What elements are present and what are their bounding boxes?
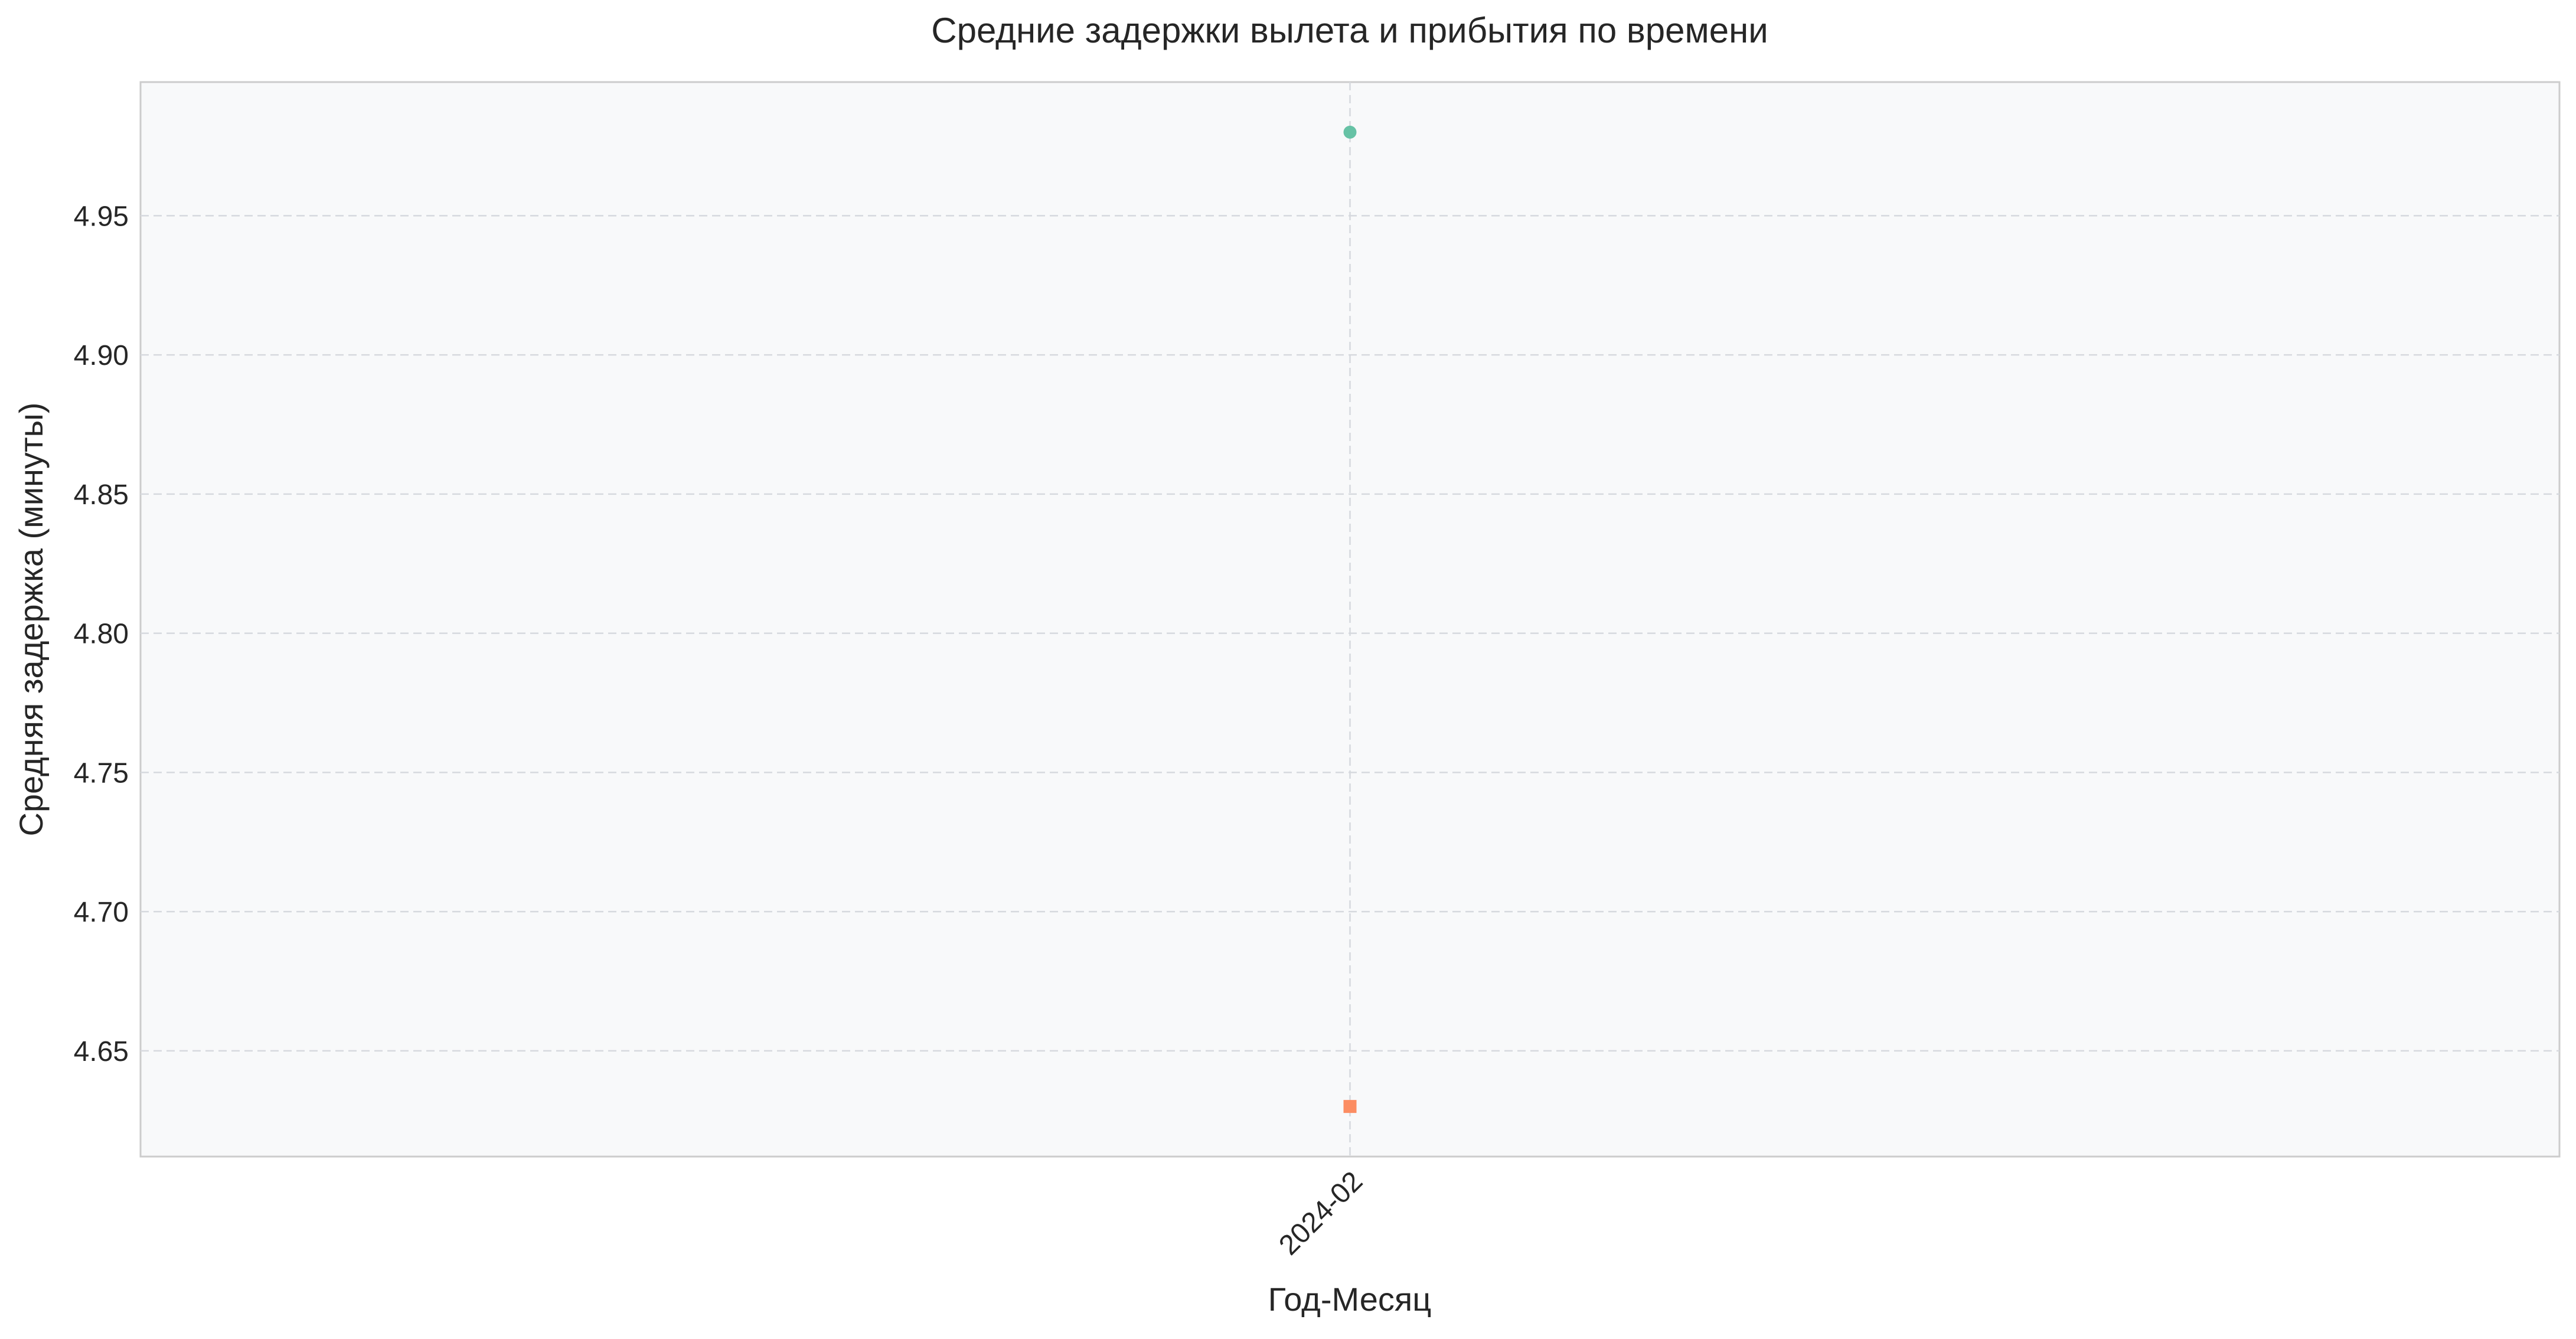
y-axis-label: Средняя задержка (минуты) [12, 403, 50, 837]
x-axis-label: Год-Месяц [1268, 1281, 1432, 1318]
y-tick-label: 4.85 [74, 479, 129, 511]
y-tick-label: 4.90 [74, 340, 129, 371]
chart-title: Средние задержки вылета и прибытия по вр… [931, 11, 1768, 50]
y-tick-label: 4.80 [74, 619, 129, 650]
y-tick-label: 4.70 [74, 897, 129, 928]
x-tick-label: 2024-02 [1273, 1165, 1369, 1261]
y-axis-ticks: 4.65 4.70 4.75 4.80 4.85 4.90 4.95 [74, 201, 129, 1067]
y-tick-label: 4.65 [74, 1036, 129, 1067]
y-tick-label: 4.95 [74, 201, 129, 232]
data-point-square [1343, 1100, 1357, 1113]
data-points [1343, 125, 1357, 1113]
grid-lines [141, 82, 2559, 1157]
y-tick-label: 4.75 [74, 757, 129, 789]
x-axis-ticks: 2024-02 [1273, 1165, 1369, 1261]
data-point-circle [1343, 125, 1357, 139]
